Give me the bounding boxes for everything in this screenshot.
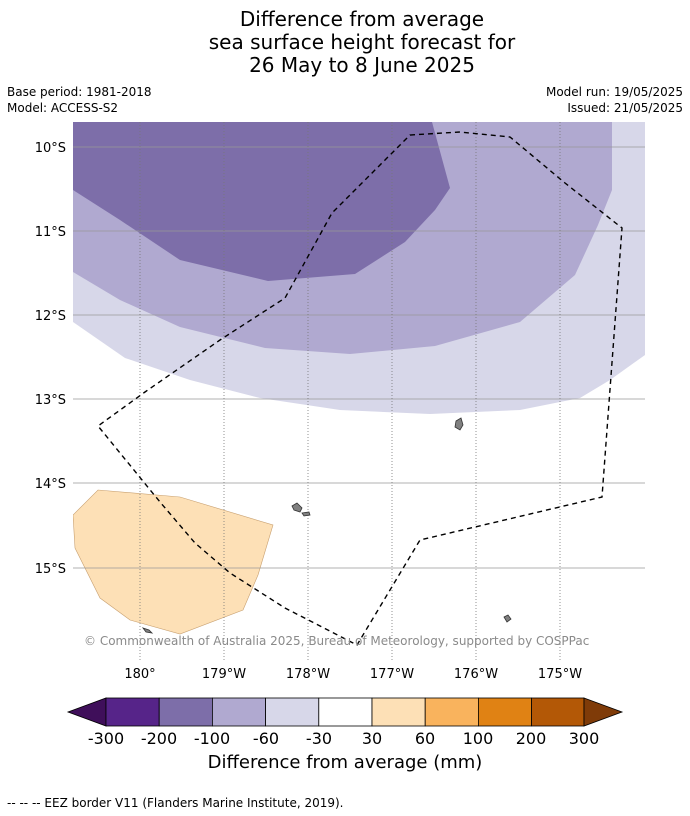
model-run-text: Model run: 19/05/2025 bbox=[545, 85, 683, 99]
lat-gridlines bbox=[73, 146, 645, 569]
colorbar-tick-minus-30: -30 bbox=[306, 729, 332, 748]
lon-label-177w: 177°W bbox=[370, 667, 414, 682]
colorbar-tick-100: 100 bbox=[463, 729, 494, 748]
islands bbox=[141, 417, 512, 634]
lat-label-13s: 13°S bbox=[35, 393, 66, 408]
colorbar-tick-300: 300 bbox=[569, 729, 600, 748]
issued-text: Issued: 21/05/2025 bbox=[567, 101, 683, 115]
lat-label-11s: 11°S bbox=[35, 225, 66, 240]
lon-label-175w: 175°W bbox=[538, 667, 582, 682]
colorbar-swatch-minus-300-to-minus-200 bbox=[105, 697, 160, 727]
title-line-3: 26 May to 8 June 2025 bbox=[249, 53, 475, 77]
eez-footnote: -- -- -- EEZ border V11 (Flanders Marine… bbox=[7, 796, 344, 810]
lat-label-10s: 10°S bbox=[35, 141, 66, 156]
colorbar-swatch-60-to-100 bbox=[424, 697, 479, 727]
colorbar-swatch-minus-100-to-minus-60 bbox=[211, 697, 266, 727]
contour-band-minus-100-to-minus-200 bbox=[73, 122, 450, 281]
island-1 bbox=[454, 417, 464, 431]
colorbar-tick-minus-60: -60 bbox=[253, 729, 279, 748]
colorbar-swatch-minus-60-to-minus-30 bbox=[265, 697, 320, 727]
colorbar-tick-minus-100: -100 bbox=[194, 729, 230, 748]
lon-labels: 180° 179°W 178°W 177°W 176°W 175°W bbox=[124, 667, 582, 682]
lat-labels: 10°S 11°S 12°S 13°S 14°S 15°S bbox=[35, 141, 66, 577]
colorbar-tick-minus-300: -300 bbox=[88, 729, 124, 748]
colorbar-tick-200: 200 bbox=[516, 729, 547, 748]
lon-label-178w: 178°W bbox=[286, 667, 330, 682]
contour-band-plus-30-to-plus-60 bbox=[73, 489, 274, 635]
lon-label-176w: 176°W bbox=[454, 667, 498, 682]
island-3 bbox=[301, 511, 311, 517]
lon-label-180: 180° bbox=[124, 667, 155, 682]
colorbar-swatch-100-to-200 bbox=[477, 697, 532, 727]
island-2 bbox=[291, 502, 303, 513]
map-area bbox=[73, 122, 645, 660]
lat-label-12s: 12°S bbox=[35, 309, 66, 324]
colorbar-swatch-below-minus-300 bbox=[66, 697, 107, 727]
island-4 bbox=[503, 614, 512, 623]
chart-title: Difference from average sea surface heig… bbox=[0, 8, 690, 77]
meta-right: Model run: 19/05/2025 Issued: 21/05/2025 bbox=[546, 84, 683, 116]
colorbar-swatch-minus-200-to-minus-100 bbox=[158, 697, 213, 727]
island-5 bbox=[141, 627, 154, 634]
colorbar-ticks: -300 -200 -100 -60 -30 30 60 100 200 300 bbox=[88, 729, 599, 748]
colorbar-swatch-above-300 bbox=[583, 697, 624, 727]
title-line-1: Difference from average bbox=[239, 7, 485, 31]
lon-label-179w: 179°W bbox=[202, 667, 246, 682]
title-line-2: sea surface height forecast for bbox=[208, 30, 516, 54]
lat-label-15s: 15°S bbox=[35, 562, 66, 577]
colorbar-tick-60: 60 bbox=[415, 729, 435, 748]
model-text: Model: ACCESS-S2 bbox=[7, 101, 119, 115]
colorbar-title: Difference from average (mm) bbox=[207, 752, 483, 773]
base-period-text: Base period: 1981-2018 bbox=[7, 85, 152, 99]
colorbar-swatch-30-to-60 bbox=[371, 697, 426, 727]
colorbar-swatch-minus-30-to-30 bbox=[318, 697, 373, 727]
meta-left: Base period: 1981-2018 Model: ACCESS-S2 bbox=[7, 84, 152, 116]
lat-label-14s: 14°S bbox=[35, 477, 66, 492]
copyright-notice: © Commonwealth of Australia 2025, Bureau… bbox=[84, 634, 590, 648]
colorbar-tick-30: 30 bbox=[362, 729, 382, 748]
colorbar-swatch-200-to-300 bbox=[531, 697, 585, 727]
colorbar bbox=[66, 697, 624, 727]
colorbar-tick-minus-200: -200 bbox=[141, 729, 177, 748]
eez-border bbox=[96, 131, 623, 646]
